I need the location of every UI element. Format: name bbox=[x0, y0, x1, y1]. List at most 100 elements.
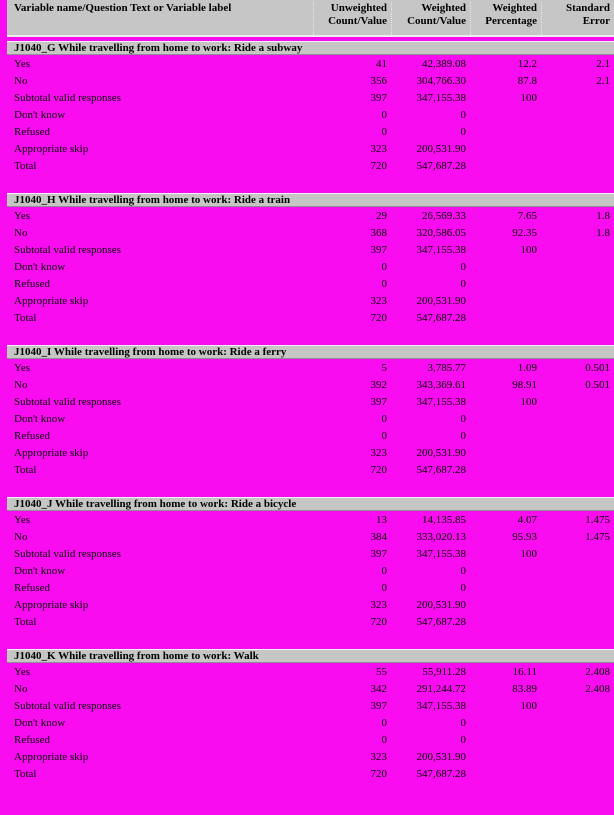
table-row: Total 720 547,687.28 bbox=[0, 461, 614, 478]
weighted-percentage-cell: 7.65 bbox=[517, 209, 537, 222]
weighted-count-cell: 304,766.30 bbox=[416, 74, 467, 87]
row-label-cell: Appropriate skip bbox=[14, 294, 89, 307]
row-label-cell: Don't know bbox=[14, 716, 66, 729]
column-header-stderror: Standard Error bbox=[541, 2, 614, 35]
weighted-percentage-cell: 4.07 bbox=[517, 513, 537, 526]
table-row: Yes 5 3,785.77 1.09 0.501 bbox=[0, 359, 614, 376]
row-label-cell: Don't know bbox=[14, 108, 66, 121]
unweighted-count-cell: 397 bbox=[370, 547, 388, 560]
row-label-cell: No bbox=[14, 378, 28, 391]
weighted-count-cell: 320,586.05 bbox=[416, 226, 467, 239]
table-header: Variable name/Question Text or Variable … bbox=[7, 0, 614, 37]
variable-section: J1040_J While travelling from home to wo… bbox=[0, 497, 614, 630]
table-row: No 356 304,766.30 87.8 2.1 bbox=[0, 72, 614, 89]
row-label-cell: Yes bbox=[14, 513, 31, 526]
row-label-cell: Total bbox=[14, 767, 37, 780]
weighted-count-cell: 547,687.28 bbox=[416, 159, 467, 172]
table-row: Appropriate skip 323 200,531.90 bbox=[0, 748, 614, 765]
unweighted-count-cell: 0 bbox=[381, 429, 388, 442]
column-header-weighted: Weighted Count/Value bbox=[391, 2, 470, 35]
weighted-percentage-cell: 100 bbox=[520, 699, 538, 712]
table-row: Subtotal valid responses 397 347,155.38 100 bbox=[0, 89, 614, 106]
section-title-bar: J1040_K While travelling from home to wo… bbox=[7, 649, 614, 663]
table-row: Appropriate skip 323 200,531.90 bbox=[0, 292, 614, 309]
table-row: Total 720 547,687.28 bbox=[0, 309, 614, 326]
table-row: Subtotal valid responses 397 347,155.38 100 bbox=[0, 241, 614, 258]
weighted-count-cell: 291,244.72 bbox=[416, 682, 467, 695]
table-row: No 368 320,586.05 92.35 1.8 bbox=[0, 224, 614, 241]
unweighted-count-cell: 0 bbox=[381, 277, 388, 290]
weighted-count-cell: 0 bbox=[460, 260, 467, 273]
weighted-percentage-cell: 100 bbox=[520, 395, 538, 408]
row-label-cell: Don't know bbox=[14, 564, 66, 577]
row-label-cell: No bbox=[14, 226, 28, 239]
weighted-percentage-cell: 100 bbox=[520, 547, 538, 560]
unweighted-count-cell: 0 bbox=[381, 108, 388, 121]
row-label-cell: Refused bbox=[14, 429, 51, 442]
weighted-count-cell: 0 bbox=[460, 108, 467, 121]
unweighted-count-cell: 323 bbox=[370, 446, 388, 459]
unweighted-count-cell: 41 bbox=[376, 57, 387, 70]
weighted-count-cell: 347,155.38 bbox=[416, 395, 467, 408]
column-header-unweighted: Unweighted Count/Value bbox=[313, 2, 391, 35]
row-label-cell: Yes bbox=[14, 665, 31, 678]
row-label-cell: Subtotal valid responses bbox=[14, 395, 121, 408]
weighted-count-cell: 200,531.90 bbox=[416, 142, 467, 155]
weighted-count-cell: 547,687.28 bbox=[416, 463, 467, 476]
row-label-cell: Appropriate skip bbox=[14, 750, 89, 763]
unweighted-count-cell: 397 bbox=[370, 91, 388, 104]
unweighted-count-cell: 720 bbox=[370, 615, 388, 628]
weighted-count-cell: 26,569.33 bbox=[422, 209, 466, 222]
weighted-count-cell: 0 bbox=[460, 733, 467, 746]
weighted-count-cell: 547,687.28 bbox=[416, 767, 467, 780]
table-row: Refused 0 0 bbox=[0, 123, 614, 140]
unweighted-count-cell: 720 bbox=[370, 311, 388, 324]
weighted-percentage-cell: 98.91 bbox=[512, 378, 537, 391]
weighted-count-cell: 347,155.38 bbox=[416, 699, 467, 712]
unweighted-count-cell: 720 bbox=[370, 767, 388, 780]
table-row: Appropriate skip 323 200,531.90 bbox=[0, 140, 614, 157]
table-row: No 384 333,020.13 95.93 1.475 bbox=[0, 528, 614, 545]
table-row: Refused 0 0 bbox=[0, 579, 614, 596]
unweighted-count-cell: 323 bbox=[370, 142, 388, 155]
table-row: Refused 0 0 bbox=[0, 427, 614, 444]
section-title-bar: J1040_G While travelling from home to wo… bbox=[7, 41, 614, 55]
unweighted-count-cell: 0 bbox=[381, 581, 388, 594]
unweighted-count-cell: 720 bbox=[370, 159, 388, 172]
weighted-count-cell: 200,531.90 bbox=[416, 294, 467, 307]
weighted-count-cell: 0 bbox=[460, 429, 467, 442]
table-row: Refused 0 0 bbox=[0, 731, 614, 748]
standard-error-cell: 2.408 bbox=[585, 682, 610, 695]
weighted-count-cell: 347,155.38 bbox=[416, 547, 467, 560]
table-row: Refused 0 0 bbox=[0, 275, 614, 292]
column-header-percentage-line1: Weighted bbox=[492, 2, 537, 14]
table-row: Subtotal valid responses 397 347,155.38 100 bbox=[0, 697, 614, 714]
weighted-percentage-cell: 100 bbox=[520, 91, 538, 104]
unweighted-count-cell: 392 bbox=[370, 378, 388, 391]
table-row: No 342 291,244.72 83.89 2.408 bbox=[0, 680, 614, 697]
row-label-cell: Don't know bbox=[14, 412, 66, 425]
standard-error-cell: 1.8 bbox=[596, 226, 610, 239]
weighted-count-cell: 347,155.38 bbox=[416, 91, 467, 104]
row-label-cell: Subtotal valid responses bbox=[14, 699, 121, 712]
table-row: Yes 55 55,911.28 16.11 2.408 bbox=[0, 663, 614, 680]
unweighted-count-cell: 5 bbox=[381, 361, 388, 374]
column-header-weighted-line2: Count/Value bbox=[407, 15, 466, 27]
row-label-cell: Yes bbox=[14, 209, 31, 222]
unweighted-count-cell: 323 bbox=[370, 294, 388, 307]
standard-error-cell: 2.1 bbox=[596, 57, 610, 70]
weighted-count-cell: 200,531.90 bbox=[416, 446, 467, 459]
table-row: Don't know 0 0 bbox=[0, 106, 614, 123]
unweighted-count-cell: 397 bbox=[370, 699, 388, 712]
unweighted-count-cell: 384 bbox=[370, 530, 388, 543]
unweighted-count-cell: 0 bbox=[381, 412, 388, 425]
table-row: No 392 343,369.61 98.91 0.501 bbox=[0, 376, 614, 393]
table-row: Subtotal valid responses 397 347,155.38 100 bbox=[0, 393, 614, 410]
row-label-cell: Appropriate skip bbox=[14, 142, 89, 155]
column-header-weighted-line1: Weighted bbox=[421, 2, 466, 14]
row-label-cell: Appropriate skip bbox=[14, 598, 89, 611]
row-label-cell: Subtotal valid responses bbox=[14, 91, 121, 104]
section-title-bar: J1040_J While travelling from home to wo… bbox=[7, 497, 614, 511]
row-label-cell: Refused bbox=[14, 277, 51, 290]
